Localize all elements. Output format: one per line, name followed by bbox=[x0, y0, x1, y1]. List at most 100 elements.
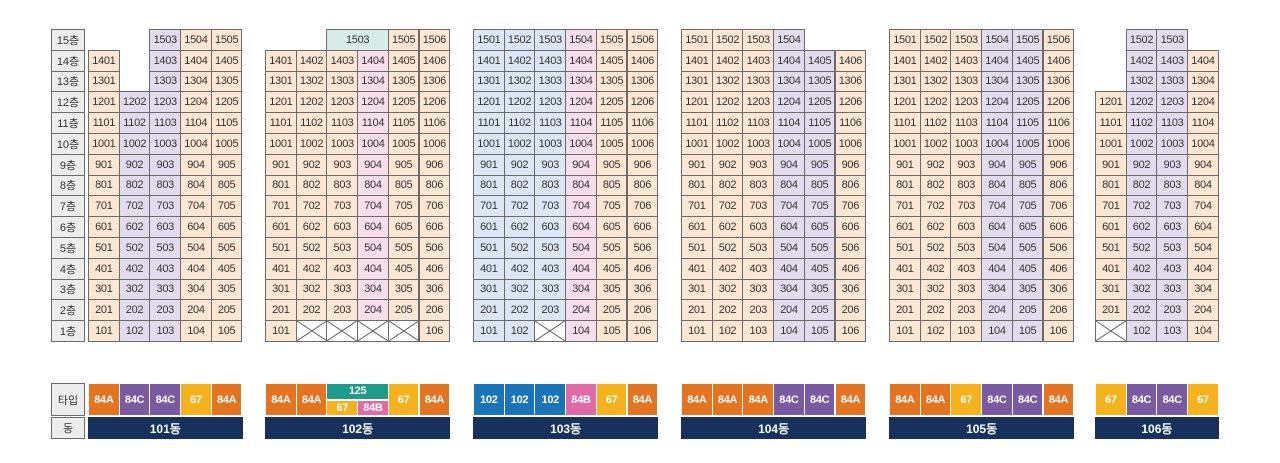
unit-cell[interactable]: 803 bbox=[326, 174, 359, 197]
unit-cell[interactable]: 206 bbox=[418, 299, 451, 322]
unit-cell[interactable]: 902 bbox=[118, 153, 151, 176]
unit-cell[interactable]: 601 bbox=[1095, 216, 1127, 238]
unit-cell[interactable]: 204 bbox=[981, 299, 1013, 322]
unit-cell[interactable]: 1204 bbox=[565, 91, 597, 114]
unit-cell[interactable]: 206 bbox=[1042, 299, 1075, 322]
unit-cell[interactable]: 403 bbox=[742, 257, 775, 280]
unit-cell[interactable]: 604 bbox=[981, 216, 1013, 238]
unit-cell[interactable]: 605 bbox=[210, 216, 243, 238]
unit-cell[interactable]: 102 bbox=[919, 320, 952, 342]
unit-cell[interactable]: 1306 bbox=[626, 70, 659, 93]
unit-cell[interactable]: 1105 bbox=[803, 112, 836, 134]
unit-cell[interactable]: 303 bbox=[950, 278, 983, 301]
unit-cell[interactable]: 703 bbox=[742, 195, 775, 218]
unit-cell[interactable]: 1101 bbox=[889, 112, 921, 134]
unit-cell[interactable]: 1304 bbox=[981, 70, 1013, 93]
unit-cell[interactable]: 202 bbox=[711, 299, 744, 322]
unit-cell[interactable]: 504 bbox=[773, 237, 805, 259]
unit-cell[interactable]: 505 bbox=[387, 237, 420, 259]
unit-cell[interactable]: 706 bbox=[834, 195, 867, 218]
unit-cell[interactable]: 1003 bbox=[950, 133, 983, 155]
unit-cell[interactable]: 401 bbox=[88, 257, 120, 280]
unit-cell[interactable]: 303 bbox=[534, 278, 567, 301]
unit-cell[interactable]: 104 bbox=[565, 320, 597, 342]
unit-cell[interactable]: 705 bbox=[803, 195, 836, 218]
unit-cell[interactable]: 504 bbox=[565, 237, 597, 259]
unit-cell[interactable]: 602 bbox=[118, 216, 151, 238]
unit-cell[interactable]: 304 bbox=[180, 278, 212, 301]
unit-cell[interactable]: 1001 bbox=[265, 133, 297, 155]
unit-cell[interactable]: 1006 bbox=[626, 133, 659, 155]
unit-cell[interactable]: 803 bbox=[950, 174, 983, 197]
unit-cell[interactable]: 1503 bbox=[950, 29, 983, 51]
unit-cell[interactable]: 202 bbox=[503, 299, 536, 322]
unit-cell[interactable]: 1106 bbox=[1042, 112, 1075, 134]
unit-cell[interactable]: 1301 bbox=[473, 70, 505, 93]
unit-cell[interactable]: 1104 bbox=[180, 112, 212, 134]
unit-cell[interactable]: 1201 bbox=[889, 91, 921, 114]
unit-cell[interactable]: 804 bbox=[981, 174, 1013, 197]
unit-cell[interactable]: 104 bbox=[773, 320, 805, 342]
unit-cell[interactable]: 105 bbox=[1011, 320, 1044, 342]
unit-cell[interactable]: 604 bbox=[773, 216, 805, 238]
unit-cell[interactable]: 1201 bbox=[265, 91, 297, 114]
unit-cell[interactable]: 1105 bbox=[595, 112, 628, 134]
unit-cell[interactable]: 1201 bbox=[681, 91, 713, 114]
unit-cell[interactable]: 1002 bbox=[919, 133, 952, 155]
unit-cell[interactable]: 1303 bbox=[326, 70, 359, 93]
unit-cell[interactable]: 903 bbox=[1156, 153, 1189, 176]
unit-cell[interactable]: 106 bbox=[418, 320, 451, 342]
unit-cell[interactable]: 201 bbox=[265, 299, 297, 322]
unit-cell[interactable]: 606 bbox=[418, 216, 451, 238]
unit-cell[interactable]: 1504 bbox=[180, 29, 212, 51]
unit-cell[interactable]: 1304 bbox=[773, 70, 805, 93]
unit-cell[interactable]: 1201 bbox=[88, 91, 120, 114]
unit-cell[interactable]: 1406 bbox=[834, 49, 867, 72]
unit-cell[interactable]: 1106 bbox=[418, 112, 451, 134]
unit-cell[interactable]: 503 bbox=[742, 237, 775, 259]
unit-cell[interactable]: 1002 bbox=[295, 133, 328, 155]
unit-cell[interactable]: 805 bbox=[210, 174, 243, 197]
unit-cell[interactable]: 1204 bbox=[180, 91, 212, 114]
unit-cell[interactable]: 1001 bbox=[473, 133, 505, 155]
unit-cell[interactable]: 1403 bbox=[326, 49, 359, 72]
unit-cell[interactable]: 601 bbox=[265, 216, 297, 238]
unit-cell[interactable]: 103 bbox=[1156, 320, 1189, 342]
unit-cell[interactable]: 702 bbox=[503, 195, 536, 218]
unit-cell[interactable]: 503 bbox=[950, 237, 983, 259]
unit-cell[interactable]: 801 bbox=[681, 174, 713, 197]
unit-cell[interactable]: 1303 bbox=[742, 70, 775, 93]
unit-cell[interactable]: 105 bbox=[210, 320, 243, 342]
unit-cell[interactable]: 406 bbox=[626, 257, 659, 280]
unit-cell[interactable]: 903 bbox=[326, 153, 359, 176]
unit-cell[interactable]: 1206 bbox=[1042, 91, 1075, 114]
unit-cell[interactable]: 502 bbox=[503, 237, 536, 259]
unit-cell[interactable]: 306 bbox=[834, 278, 867, 301]
unit-cell[interactable]: 704 bbox=[981, 195, 1013, 218]
unit-cell[interactable]: 901 bbox=[265, 153, 297, 176]
unit-cell[interactable]: 401 bbox=[681, 257, 713, 280]
unit-cell[interactable]: 603 bbox=[534, 216, 567, 238]
unit-cell[interactable]: 1406 bbox=[626, 49, 659, 72]
unit-cell[interactable]: 804 bbox=[773, 174, 805, 197]
unit-cell[interactable]: 506 bbox=[834, 237, 867, 259]
unit-cell[interactable]: 1102 bbox=[1125, 112, 1158, 134]
unit-cell[interactable]: 302 bbox=[919, 278, 952, 301]
unit-cell[interactable]: 402 bbox=[118, 257, 151, 280]
unit-cell[interactable]: 1202 bbox=[711, 91, 744, 114]
unit-cell[interactable]: 1003 bbox=[149, 133, 182, 155]
unit-cell[interactable]: 306 bbox=[626, 278, 659, 301]
unit-cell[interactable]: 1404 bbox=[773, 49, 805, 72]
unit-cell[interactable]: 206 bbox=[626, 299, 659, 322]
unit-cell[interactable]: 1405 bbox=[210, 49, 243, 72]
unit-cell[interactable]: 605 bbox=[1011, 216, 1044, 238]
unit-cell-merged[interactable]: 1503 bbox=[326, 29, 389, 51]
unit-cell[interactable]: 1202 bbox=[295, 91, 328, 114]
unit-cell[interactable]: 206 bbox=[834, 299, 867, 322]
unit-cell[interactable]: 602 bbox=[503, 216, 536, 238]
unit-cell[interactable]: 805 bbox=[803, 174, 836, 197]
unit-cell[interactable]: 1202 bbox=[919, 91, 952, 114]
unit-cell[interactable]: 904 bbox=[357, 153, 389, 176]
unit-cell[interactable]: 602 bbox=[295, 216, 328, 238]
unit-cell[interactable]: 203 bbox=[1156, 299, 1189, 322]
